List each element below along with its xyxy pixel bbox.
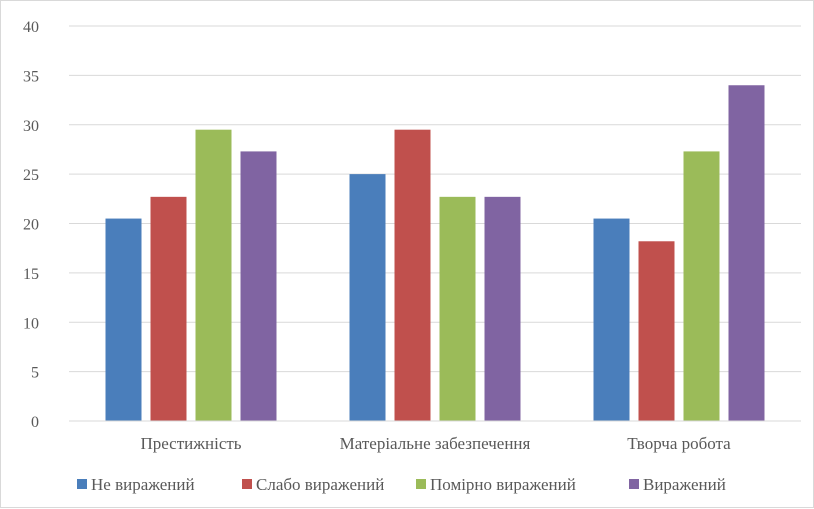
bar <box>240 151 277 421</box>
category-label: Матеріальне забезпечення <box>340 434 531 453</box>
bar <box>394 129 431 421</box>
category-label: Престижність <box>140 434 241 453</box>
legend-label: Не виражений <box>91 475 195 494</box>
y-tick-label: 40 <box>23 19 39 36</box>
y-axis-ticks: 0 5 10 15 20 25 30 35 40 <box>23 19 39 431</box>
bar <box>683 151 720 421</box>
bar <box>195 129 232 421</box>
y-tick-label: 5 <box>31 365 39 382</box>
bar <box>593 218 630 421</box>
legend-swatch <box>77 479 87 489</box>
bar <box>439 196 476 421</box>
gridlines <box>69 25 801 373</box>
legend-swatch <box>242 479 252 489</box>
legend-label: Слабо виражений <box>256 475 384 494</box>
y-tick-label: 10 <box>23 315 39 332</box>
y-tick-label: 20 <box>23 217 39 234</box>
legend-label: Помірно виражений <box>430 475 576 494</box>
bars <box>105 85 765 421</box>
y-tick-label: 0 <box>31 414 39 431</box>
legend: Не виражений Слабо виражений Помірно вираж… <box>77 475 726 494</box>
bar <box>728 85 765 421</box>
bar <box>150 196 187 421</box>
y-tick-label: 25 <box>23 167 39 184</box>
category-labels: Престижність Матеріальне забезпечення Твор… <box>140 434 731 453</box>
legend-label: Виражений <box>643 475 726 494</box>
y-tick-label: 15 <box>23 266 39 283</box>
legend-swatch <box>416 479 426 489</box>
bar <box>638 241 675 421</box>
bar <box>349 174 386 421</box>
bar <box>105 218 142 421</box>
category-label: Творча робота <box>627 434 731 453</box>
legend-swatch <box>629 479 639 489</box>
bar <box>484 196 521 421</box>
y-tick-label: 35 <box>23 68 39 85</box>
y-tick-label: 30 <box>23 118 39 135</box>
